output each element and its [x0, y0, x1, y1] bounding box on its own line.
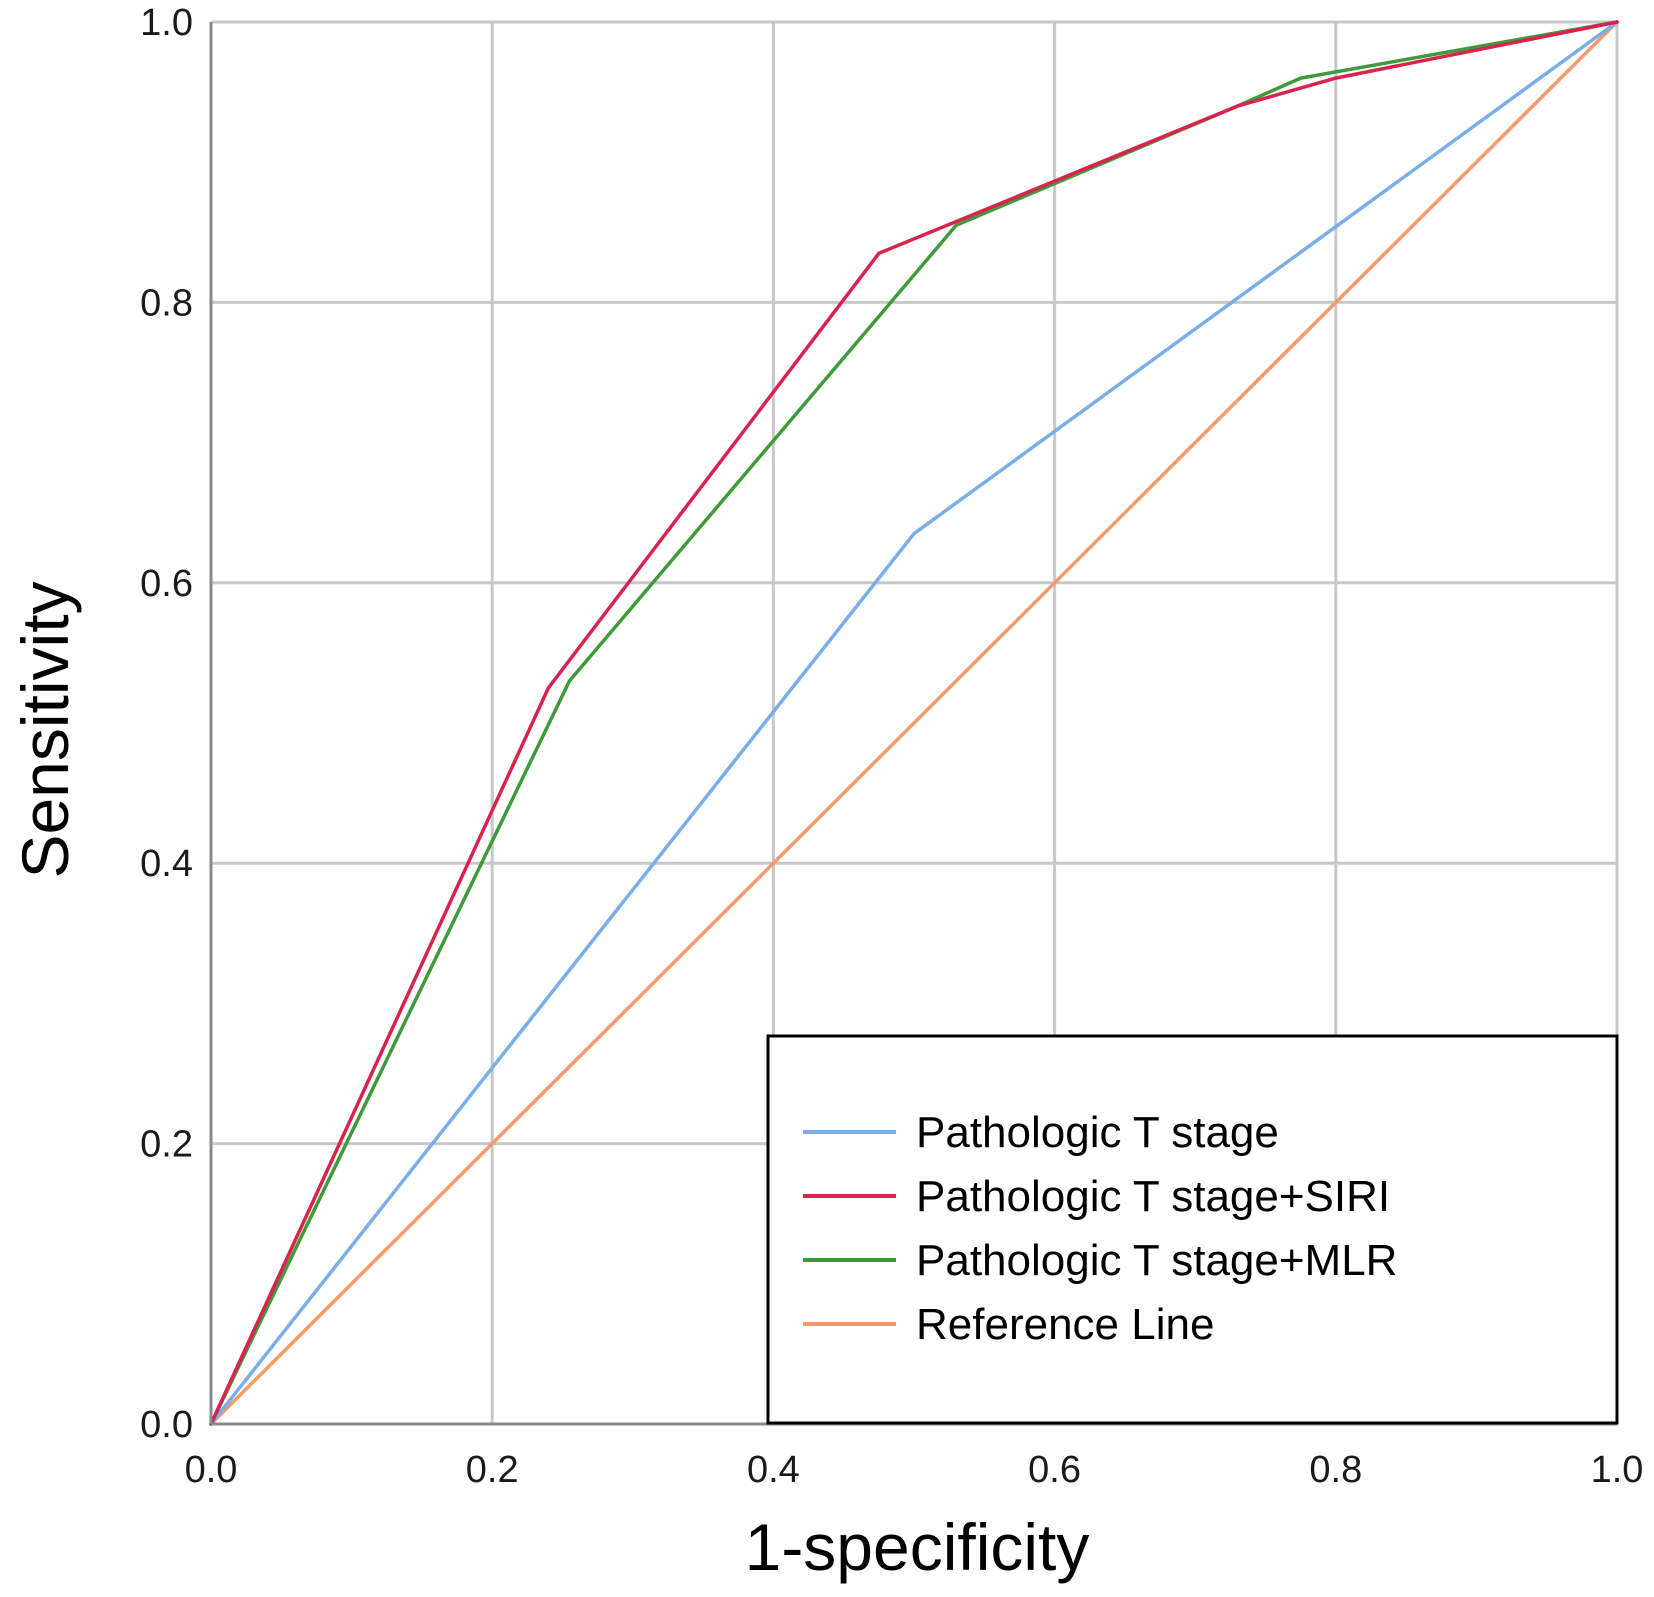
y-tick-label: 0.0 [140, 1404, 193, 1446]
y-axis-title: Sensitivity [8, 581, 82, 878]
x-tick-label: 1.0 [1591, 1449, 1644, 1491]
tick-layer: 0.0 0.2 0.4 0.6 0.8 1.0 0.0 0.2 0.4 0.6 0.8 1.0 [140, 2, 1643, 1491]
y-tick-label: 0.4 [140, 843, 193, 885]
x-tick-label: 0.6 [1028, 1449, 1081, 1491]
y-tick-label: 0.8 [140, 282, 193, 324]
x-tick-label: 0.8 [1309, 1449, 1362, 1491]
x-axis-title: 1-specificity [745, 1510, 1090, 1584]
legend-label: Pathologic T stage+SIRI [916, 1172, 1390, 1221]
x-tick-label: 0.2 [466, 1449, 519, 1491]
x-tick-label: 0.4 [747, 1449, 800, 1491]
series-line-pathologic-t-stage [209, 20, 1619, 1426]
legend-box [766, 1034, 1619, 1425]
grid-layer [209, 20, 1619, 1426]
legend-label: Pathologic T stage [916, 1108, 1279, 1157]
legend-label: Reference Line [916, 1300, 1214, 1349]
y-tick-label: 0.2 [140, 1124, 193, 1166]
y-tick-label: 0.6 [140, 563, 193, 605]
x-tick-label: 0.0 [185, 1449, 238, 1491]
legend: Pathologic T stage Pathologic T stage+SIR… [766, 1034, 1619, 1425]
y-tick-label: 1.0 [140, 2, 193, 44]
series-line-pathologic-t-stage-siri [209, 20, 1619, 1426]
legend-label: Pathologic T stage+MLR [916, 1236, 1397, 1285]
series-layer [209, 20, 1619, 1426]
series-line-reference-line [209, 20, 1619, 1426]
